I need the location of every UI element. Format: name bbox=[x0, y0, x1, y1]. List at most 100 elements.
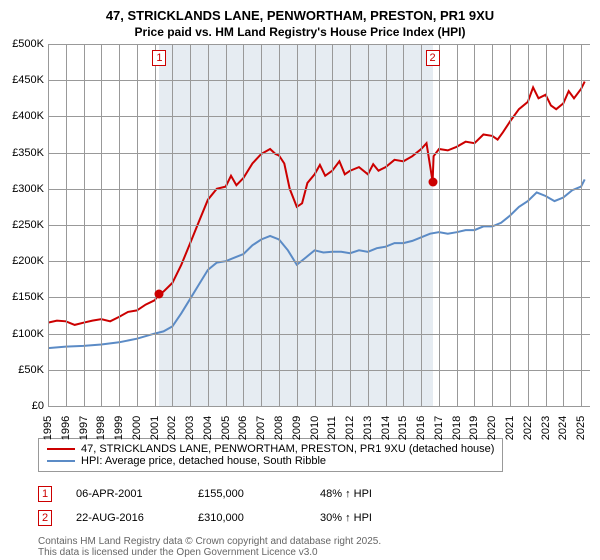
sale-date-1: 06-APR-2001 bbox=[76, 488, 198, 500]
x-tick-label: 1998 bbox=[95, 416, 107, 440]
x-tick-label: 1997 bbox=[78, 416, 90, 440]
sale-delta-1: 48% ↑ HPI bbox=[320, 488, 372, 500]
legend-row-2: HPI: Average price, detached house, Sout… bbox=[47, 455, 494, 467]
footer-line-1: Contains HM Land Registry data © Crown c… bbox=[38, 536, 381, 547]
footer-text: Contains HM Land Registry data © Crown c… bbox=[38, 536, 381, 558]
grid-v bbox=[297, 44, 298, 406]
marker-dot-2 bbox=[428, 177, 437, 186]
grid-v bbox=[457, 44, 458, 406]
grid-v bbox=[528, 44, 529, 406]
x-tick-label: 2010 bbox=[309, 416, 321, 440]
grid-h bbox=[48, 334, 590, 335]
x-tick-label: 1995 bbox=[42, 416, 54, 440]
grid-v bbox=[172, 44, 173, 406]
sale-row-1: 1 06-APR-2001 £155,000 48% ↑ HPI bbox=[38, 486, 372, 502]
grid-v bbox=[492, 44, 493, 406]
x-tick-label: 2006 bbox=[237, 416, 249, 440]
x-tick-label: 2022 bbox=[522, 416, 534, 440]
y-tick-label: £50K bbox=[18, 364, 44, 376]
x-tick-label: 2004 bbox=[202, 416, 214, 440]
x-tick-label: 2014 bbox=[380, 416, 392, 440]
grid-v bbox=[48, 44, 49, 406]
grid-h bbox=[48, 261, 590, 262]
y-tick-label: £0 bbox=[32, 400, 44, 412]
y-tick-label: £450K bbox=[12, 74, 44, 86]
x-tick-label: 2005 bbox=[220, 416, 232, 440]
y-tick-label: £250K bbox=[12, 219, 44, 231]
x-tick-label: 2023 bbox=[540, 416, 552, 440]
marker-box-1: 1 bbox=[152, 50, 166, 66]
grid-v bbox=[243, 44, 244, 406]
y-tick-label: £100K bbox=[12, 328, 44, 340]
x-tick-label: 2025 bbox=[575, 416, 587, 440]
legend-label-1: 47, STRICKLANDS LANE, PENWORTHAM, PRESTO… bbox=[81, 443, 494, 455]
grid-v bbox=[261, 44, 262, 406]
grid-v bbox=[386, 44, 387, 406]
sale-date-2: 22-AUG-2016 bbox=[76, 512, 198, 524]
grid-v bbox=[315, 44, 316, 406]
x-tick-label: 2012 bbox=[344, 416, 356, 440]
grid-v bbox=[119, 44, 120, 406]
grid-v bbox=[563, 44, 564, 406]
x-tick-label: 1996 bbox=[60, 416, 72, 440]
title-block: 47, STRICKLANDS LANE, PENWORTHAM, PRESTO… bbox=[0, 0, 600, 39]
grid-v bbox=[208, 44, 209, 406]
x-tick-label: 2021 bbox=[504, 416, 516, 440]
grid-v bbox=[84, 44, 85, 406]
x-tick-label: 2001 bbox=[149, 416, 161, 440]
sale-marker-2: 2 bbox=[38, 510, 52, 526]
x-tick-label: 2008 bbox=[273, 416, 285, 440]
chart-area: 12 bbox=[48, 44, 590, 406]
sale-marker-1: 1 bbox=[38, 486, 52, 502]
sale-delta-2: 30% ↑ HPI bbox=[320, 512, 372, 524]
y-tick-label: £200K bbox=[12, 255, 44, 267]
y-tick-label: £350K bbox=[12, 147, 44, 159]
grid-v bbox=[350, 44, 351, 406]
chart-title: 47, STRICKLANDS LANE, PENWORTHAM, PRESTO… bbox=[0, 8, 600, 23]
x-tick-label: 2011 bbox=[326, 416, 338, 440]
grid-v bbox=[368, 44, 369, 406]
grid-h bbox=[48, 406, 590, 407]
grid-h bbox=[48, 225, 590, 226]
grid-h bbox=[48, 189, 590, 190]
grid-h bbox=[48, 44, 590, 45]
sale-price-1: £155,000 bbox=[198, 488, 320, 500]
legend-swatch-2 bbox=[47, 460, 75, 462]
grid-v bbox=[421, 44, 422, 406]
grid-v bbox=[226, 44, 227, 406]
x-tick-label: 2019 bbox=[468, 416, 480, 440]
grid-v bbox=[101, 44, 102, 406]
grid-v bbox=[155, 44, 156, 406]
grid-v bbox=[332, 44, 333, 406]
x-tick-label: 2013 bbox=[362, 416, 374, 440]
legend-swatch-1 bbox=[47, 448, 75, 450]
grid-v bbox=[439, 44, 440, 406]
grid-v bbox=[279, 44, 280, 406]
chart-container: 47, STRICKLANDS LANE, PENWORTHAM, PRESTO… bbox=[0, 0, 600, 560]
y-tick-label: £400K bbox=[12, 110, 44, 122]
grid-v bbox=[474, 44, 475, 406]
grid-v bbox=[581, 44, 582, 406]
sale-row-2: 2 22-AUG-2016 £310,000 30% ↑ HPI bbox=[38, 510, 372, 526]
legend-row-1: 47, STRICKLANDS LANE, PENWORTHAM, PRESTO… bbox=[47, 443, 494, 455]
y-tick-label: £500K bbox=[12, 38, 44, 50]
x-tick-label: 2002 bbox=[166, 416, 178, 440]
legend-label-2: HPI: Average price, detached house, Sout… bbox=[81, 455, 326, 467]
grid-v bbox=[190, 44, 191, 406]
grid-h bbox=[48, 80, 590, 81]
grid-h bbox=[48, 153, 590, 154]
sale-price-2: £310,000 bbox=[198, 512, 320, 524]
x-tick-label: 2024 bbox=[557, 416, 569, 440]
series-line-0 bbox=[48, 82, 585, 325]
x-tick-label: 2000 bbox=[131, 416, 143, 440]
footer-line-2: This data is licensed under the Open Gov… bbox=[38, 547, 381, 558]
chart-subtitle: Price paid vs. HM Land Registry's House … bbox=[0, 25, 600, 39]
x-tick-label: 2003 bbox=[184, 416, 196, 440]
grid-v bbox=[66, 44, 67, 406]
y-tick-label: £300K bbox=[12, 183, 44, 195]
grid-v bbox=[137, 44, 138, 406]
marker-dot-1 bbox=[155, 289, 164, 298]
x-tick-label: 1999 bbox=[113, 416, 125, 440]
x-tick-label: 2015 bbox=[397, 416, 409, 440]
x-tick-label: 2017 bbox=[433, 416, 445, 440]
